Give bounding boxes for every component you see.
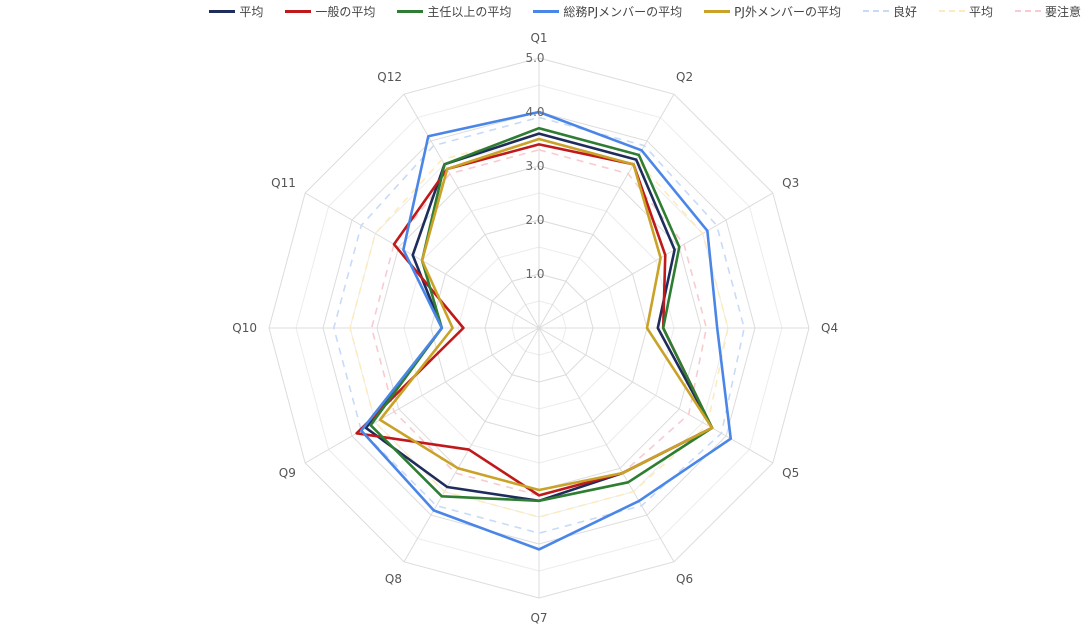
- grid-spoke: [538, 192, 774, 329]
- axis-label-q5: Q5: [782, 466, 799, 480]
- legend-item-7[interactable]: 平均: [938, 3, 993, 20]
- grid-spoke: [538, 327, 675, 563]
- legend-label: 平均: [968, 4, 993, 19]
- axis-label-q2: Q2: [676, 70, 693, 84]
- legend-label: 平均: [239, 4, 264, 19]
- series-group: [332, 110, 746, 551]
- grid-spoke: [538, 93, 675, 329]
- chart-legend: 平均 一般の平均 主任以上の平均 総務PJメンバーの平均 PJ外メンバーの平均 良好 平均 要…: [0, 0, 1087, 22]
- tick-labels: 1.0 2.0 3.0 4.0 5.0: [525, 51, 544, 281]
- legend-label: 総務PJメンバーの平均: [563, 4, 683, 19]
- legend-swatch: [397, 9, 424, 13]
- tick-label: 2.0: [525, 213, 544, 227]
- legend-swatch: [704, 9, 731, 13]
- axis-label-q12: Q12: [377, 70, 402, 84]
- series-line-8: [370, 149, 708, 497]
- legend-swatch: [1014, 10, 1041, 12]
- axis-label-q4: Q4: [821, 321, 838, 335]
- series-line-5: [378, 137, 714, 492]
- legend-label: 一般の平均: [315, 4, 376, 19]
- axis-label-q3: Q3: [782, 176, 799, 190]
- grid-spoke: [538, 327, 774, 464]
- axis-labels: Q1 Q2 Q3 Q4 Q5 Q6 Q7 Q8 Q9 Q10 Q11 Q12: [232, 31, 838, 625]
- legend-swatch: [862, 10, 889, 12]
- legend-swatch: [285, 9, 312, 13]
- legend-swatch: [209, 9, 236, 13]
- tick-label: 5.0: [525, 51, 544, 65]
- grid-spoke: [403, 327, 540, 563]
- tick-label: 3.0: [525, 159, 544, 173]
- legend-item-5[interactable]: PJ外メンバーの平均: [704, 3, 841, 20]
- axis-label-q6: Q6: [676, 572, 693, 586]
- tick-label: 4.0: [525, 105, 544, 119]
- series-line-6: [332, 116, 746, 535]
- legend-label: PJ外メンバーの平均: [734, 4, 841, 19]
- legend-item-1[interactable]: 平均: [209, 3, 263, 20]
- legend-item-8[interactable]: 要注意: [1014, 3, 1081, 20]
- axis-label-q7: Q7: [530, 611, 547, 625]
- grid-spoke: [304, 327, 540, 464]
- legend-item-2[interactable]: 一般の平均: [285, 3, 375, 20]
- legend-swatch: [533, 9, 560, 13]
- legend-item-4[interactable]: 総務PJメンバーの平均: [533, 3, 682, 20]
- legend-swatch: [938, 10, 965, 12]
- legend-label: 良好: [892, 4, 917, 19]
- legend-label: 要注意: [1044, 4, 1081, 19]
- legend-item-6[interactable]: 良好: [862, 3, 917, 20]
- axis-label-q1: Q1: [530, 31, 547, 45]
- series-line-7: [349, 132, 729, 518]
- axis-label-q8: Q8: [385, 572, 402, 586]
- axis-label-q11: Q11: [271, 176, 296, 190]
- grid-spoke: [403, 93, 540, 329]
- legend-item-3[interactable]: 主任以上の平均: [397, 3, 511, 20]
- series-line-2: [355, 143, 714, 497]
- axis-label-q9: Q9: [279, 466, 296, 480]
- legend-label: 主任以上の平均: [427, 4, 512, 19]
- tick-label: 1.0: [525, 267, 544, 281]
- series-line-4: [359, 110, 733, 551]
- axis-label-q10: Q10: [232, 321, 257, 335]
